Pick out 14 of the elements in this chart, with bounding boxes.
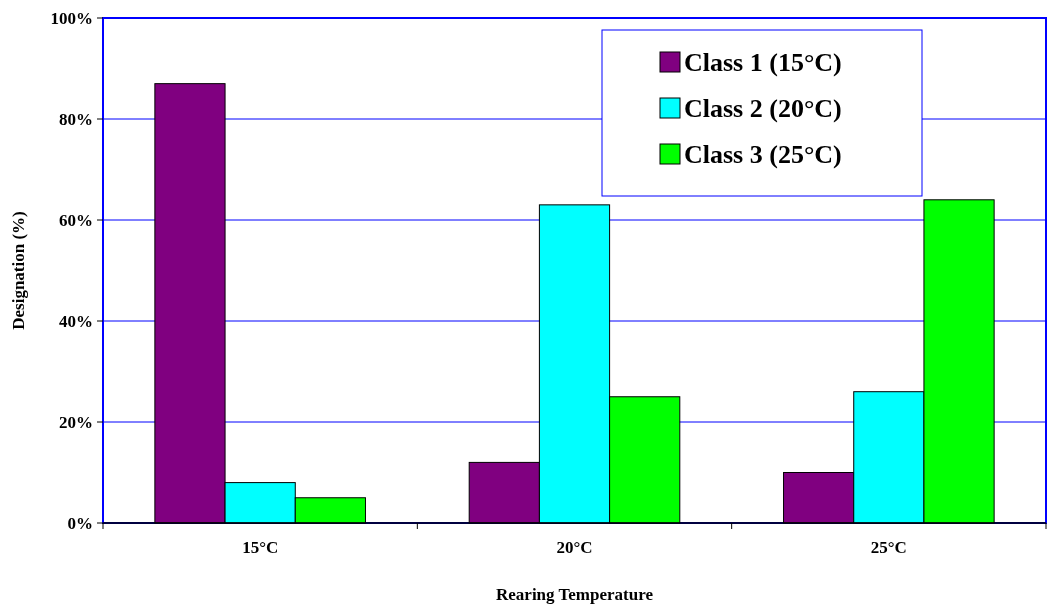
legend-label: Class 3 (25°C) (684, 140, 842, 170)
x-tick-label: 15°C (242, 538, 279, 557)
y-tick-label: 0% (67, 513, 93, 533)
x-axis-title: Rearing Temperature (496, 585, 654, 604)
y-tick-label: 100% (50, 8, 93, 28)
legend-label: Class 1 (15°C) (684, 48, 842, 78)
y-tick-label: 60% (59, 210, 93, 230)
y-tick-label: 20% (59, 412, 93, 432)
legend-label: Class 2 (20°C) (684, 94, 842, 124)
x-tick-label: 20°C (556, 538, 593, 557)
y-axis-title: Designation (%) (9, 211, 28, 330)
y-tick-label: 40% (59, 311, 93, 331)
y-tick-label: 80% (59, 109, 93, 129)
x-tick-label: 25°C (870, 538, 907, 557)
